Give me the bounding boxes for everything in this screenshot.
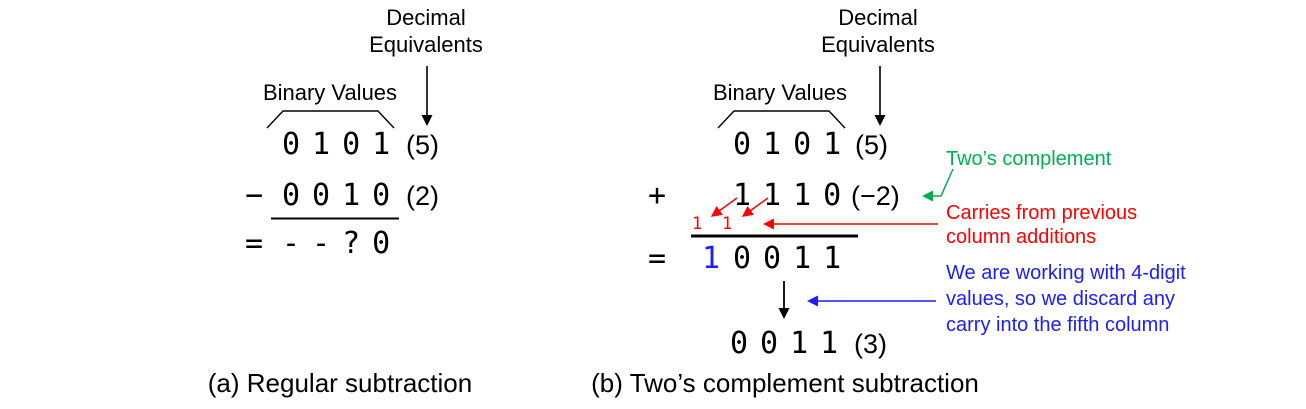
decimal-equivalents-line1: Decimal [838, 5, 918, 30]
caption-b: (b) Two’s complement subtraction [591, 368, 979, 398]
result-digits-a: --?0 [282, 226, 403, 261]
minuend-decimal-a: (5) [406, 130, 439, 160]
addition-operator: + [648, 178, 667, 213]
carries-note: Carries from previous column additions [946, 201, 1137, 249]
addend-decimal-b: (−2) [851, 181, 900, 211]
discard-note-line2: values, so we discard any [946, 288, 1176, 310]
subtrahend-digits-a: 0010 [282, 178, 403, 213]
overflow-digit: 1 [702, 241, 733, 276]
binary-values-label-b: Binary Values [712, 80, 848, 105]
binary-values-brace-a [266, 110, 395, 129]
carries-note-line2: column additions [946, 226, 1097, 248]
carries-note-line1: Carries from previous [946, 202, 1138, 224]
sum-digits-b: 0011 [733, 241, 854, 276]
caption-a: (a) Regular subtraction [207, 368, 473, 398]
carry-digit-1: 1 [692, 214, 703, 234]
subtrahend-decimal-a: (2) [406, 181, 439, 211]
subtraction-operator: − [245, 178, 264, 213]
twos-complement-note: Two’s complement [946, 148, 1112, 170]
decimal-equivalents-line2: Equivalents [821, 32, 935, 57]
decimal-equivalents-line2: Equivalents [369, 32, 483, 57]
twos-complement-pointer-arrow [922, 168, 954, 202]
discard-note: We are working with 4-digit values, so w… [946, 260, 1186, 338]
decimal-equivalents-label-b: Decimal Equivalents [778, 4, 978, 58]
carry-digit-2: 1 [722, 214, 733, 234]
discard-note-line3: carry into the fifth column [946, 314, 1170, 336]
discard-note-line1: We are working with 4-digit [946, 262, 1186, 284]
minuend-digits-a: 0101 [282, 127, 403, 162]
final-decimal-b: (3) [854, 329, 887, 359]
equals-sign-b: = [648, 241, 667, 276]
addend-digits-b: 1110 [733, 178, 854, 213]
binary-values-brace-b [717, 110, 846, 129]
binary-values-label-a: Binary Values [262, 80, 398, 105]
decimal-equivalents-line1: Decimal [386, 5, 466, 30]
minuend-digits-b: 0101 [733, 127, 854, 162]
decimal-equivalents-label-a: Decimal Equivalents [326, 4, 526, 58]
minuend-decimal-b: (5) [855, 130, 888, 160]
equals-sign-a: = [245, 226, 264, 261]
final-digits-b: 0011 [730, 326, 851, 361]
